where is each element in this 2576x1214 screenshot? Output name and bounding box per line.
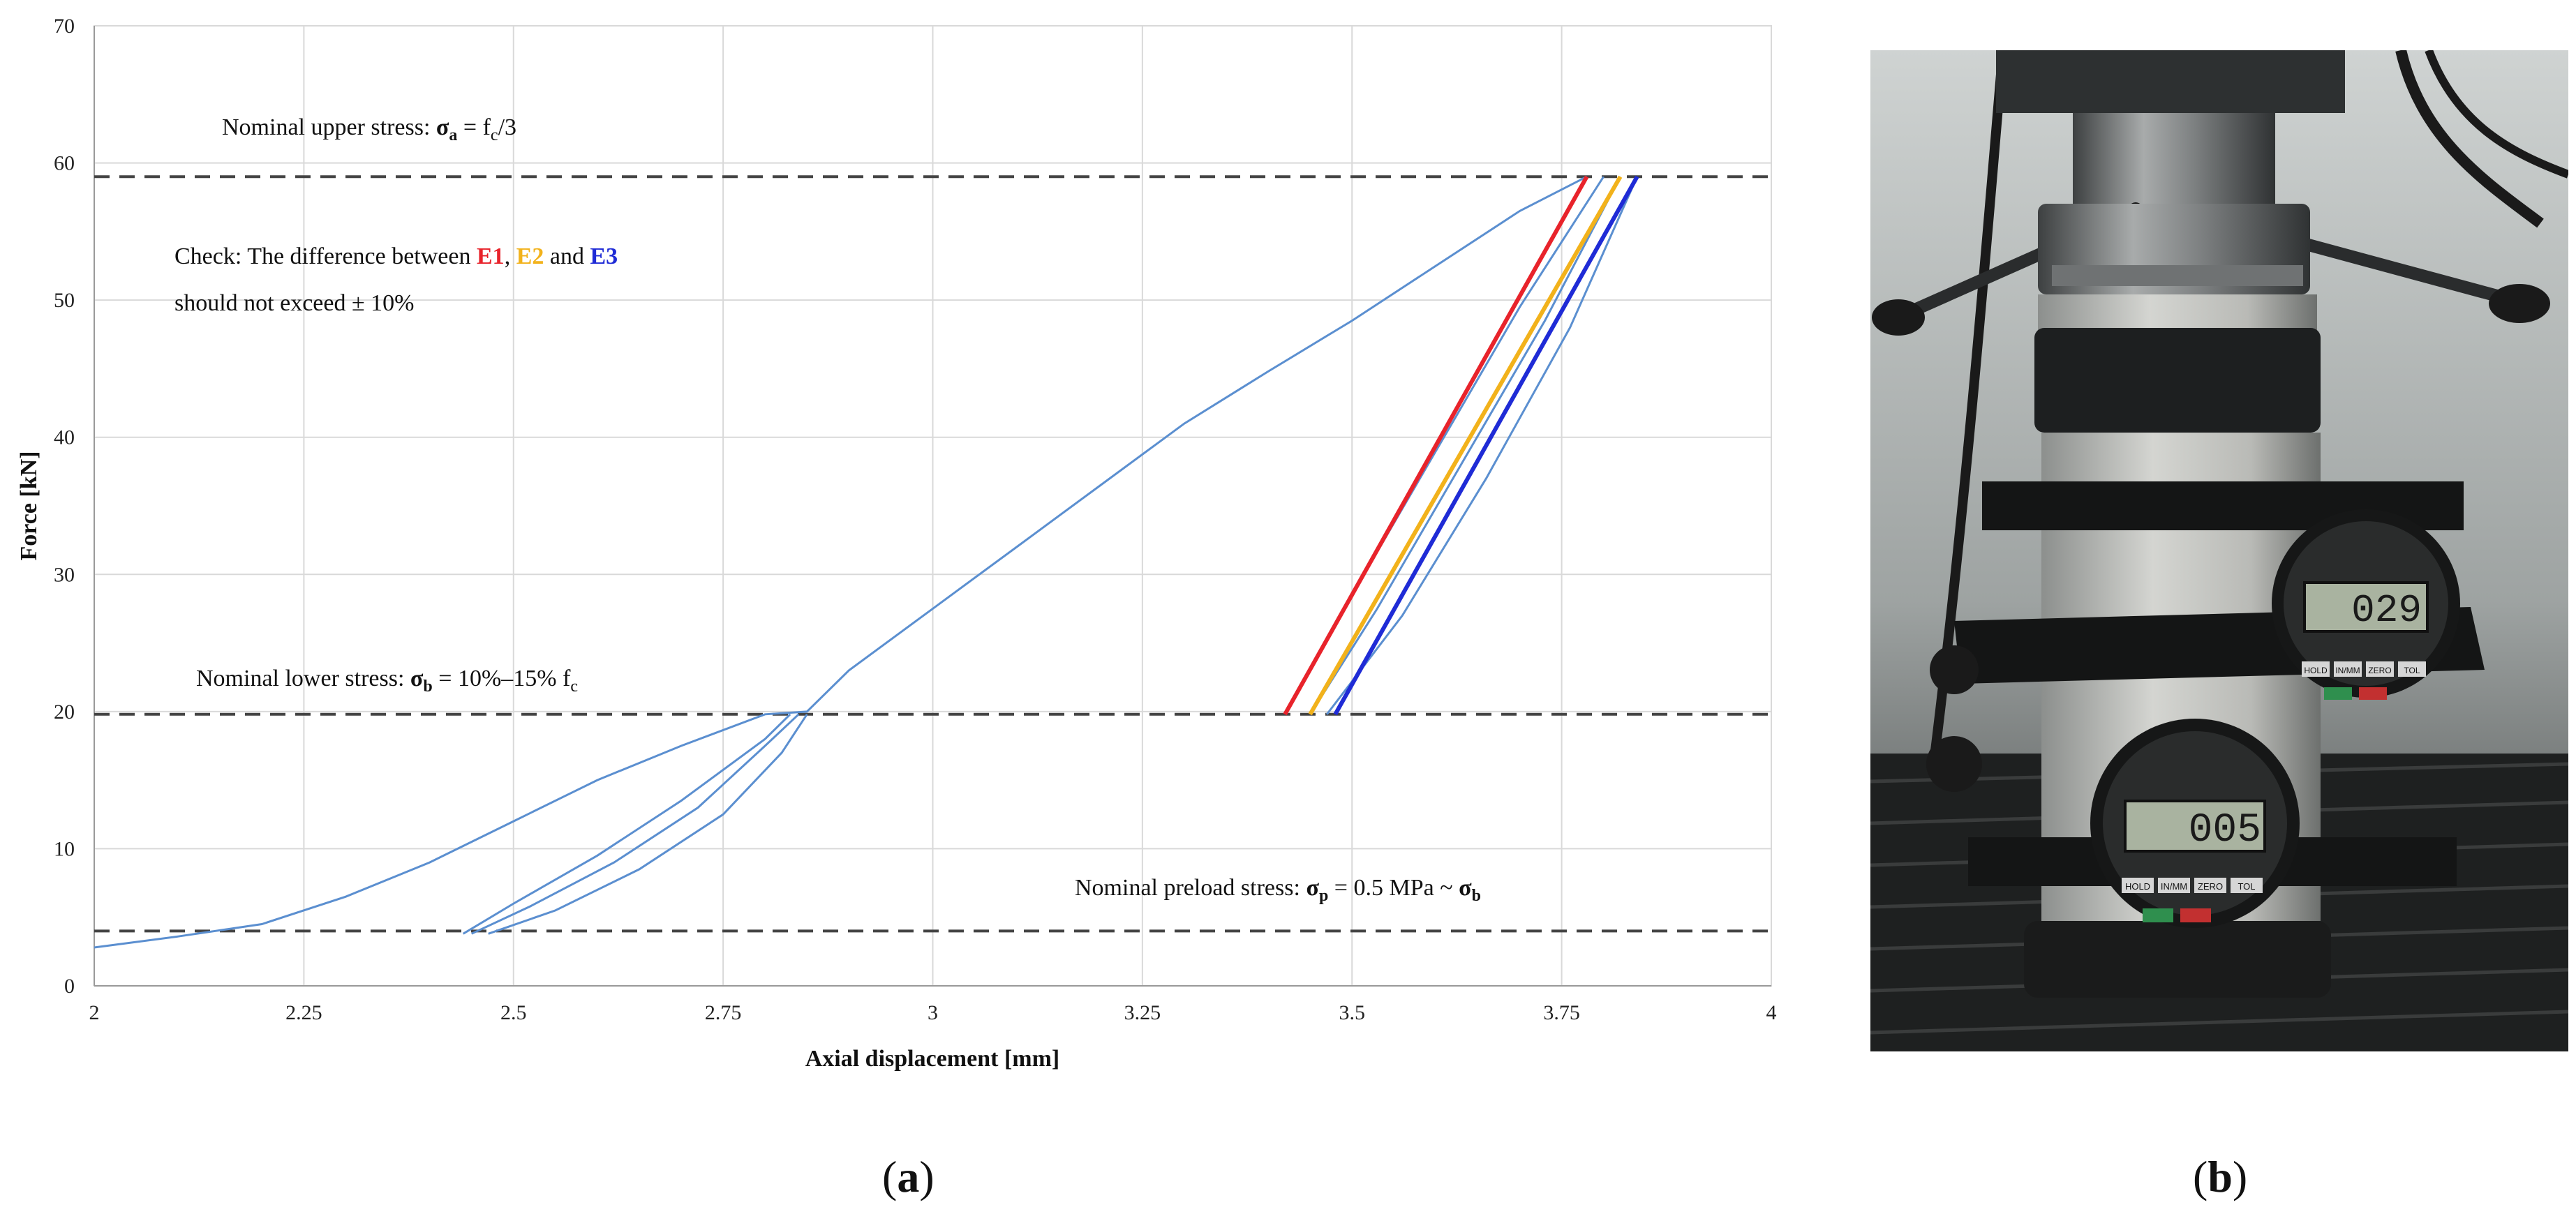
series-line-measured [1326, 176, 1639, 715]
cable [2395, 50, 2544, 228]
legend-e1: E1 [477, 243, 505, 269]
press-head [2073, 113, 2275, 204]
dial-gauge-bottom: 005 HOLD IN/MM ZERO TOL [2090, 719, 2300, 928]
gauge-button-label: TOL [2404, 666, 2420, 675]
series-line-e3 [1333, 175, 1639, 716]
annotation-lower-stress: Nominal lower stress: σb = 10%–15% fc [196, 666, 578, 696]
gauge-button [2366, 661, 2394, 677]
x-tick-label: 2 [89, 1001, 100, 1024]
gauge-button [2302, 661, 2330, 677]
y-tick-label: 60 [54, 152, 75, 175]
y-tick-label: 20 [54, 700, 75, 724]
series-line-measured [471, 713, 800, 935]
x-tick-label: 2.5 [500, 1001, 527, 1024]
press-base [2024, 921, 2331, 998]
gauge-button [2231, 878, 2263, 893]
series-line-measured [462, 713, 791, 935]
gauge-button [2398, 661, 2426, 677]
press-top [1996, 50, 2345, 113]
dial-gauge-top: 029 HOLD IN/MM ZERO TOL [2272, 509, 2460, 700]
gauge-button-label: HOLD [2125, 881, 2150, 892]
x-tick-label: 4 [1766, 1001, 1777, 1024]
x-tick-label: 3 [928, 1001, 938, 1024]
x-tick-label: 2.75 [705, 1001, 742, 1024]
series-layer [94, 175, 1639, 949]
y-tick-labels: 0 10 20 30 40 50 60 70 [54, 15, 75, 998]
gauge-button-label: IN/MM [2161, 881, 2187, 892]
x-tick-label: 3.5 [1339, 1001, 1366, 1024]
x-tick-label: 3.75 [1543, 1001, 1580, 1024]
caption-b: (b) [2193, 1152, 2247, 1201]
y-axis-title: Force [kN] [16, 451, 42, 560]
chart-plot-area: 2 2.25 2.5 2.75 3 3.25 3.5 3.75 4 0 10 20 30 40 50 60 7… [54, 15, 1777, 1024]
annotation-check-line1: Check: The difference between E1, E2 and… [174, 243, 618, 269]
gauge-button-label: TOL [2238, 881, 2255, 892]
gauge-button-label: IN/MM [2335, 666, 2360, 675]
gauge-button [2194, 878, 2226, 893]
gauge-top-reading: 029 [2351, 588, 2422, 633]
x-axis-title: Axial displacement [mm] [805, 1046, 1060, 1072]
gauge-button-label: ZERO [2198, 881, 2223, 892]
y-tick-label: 10 [54, 837, 75, 860]
y-tick-label: 0 [64, 975, 75, 998]
gauge-button-label: HOLD [2304, 666, 2328, 675]
annotation-check-line2: should not exceed ± 10% [174, 290, 414, 316]
series-line-e1 [1283, 175, 1589, 716]
caption-a: (a) [882, 1152, 935, 1201]
annotation-preload-stress: Nominal preload stress: σp = 0.5 MPa ~ σ… [1075, 875, 1481, 905]
x-tick-labels: 2 2.25 2.5 2.75 3 3.25 3.5 3.75 4 [89, 1001, 1777, 1024]
gauge-button [2122, 878, 2154, 893]
gauge-bottom-reading: 005 [2189, 808, 2261, 853]
reference-lines [94, 175, 1771, 933]
series-line-measured [94, 175, 1588, 949]
series-line-e2 [1308, 175, 1623, 716]
y-tick-label: 40 [54, 426, 75, 449]
series-line-measured [488, 713, 808, 935]
annotation-upper-stress: Nominal upper stress: σa = fc/3 [222, 114, 516, 144]
series-line-measured [1283, 176, 1605, 715]
gauge-button [2334, 661, 2362, 677]
legend-e2: E2 [516, 243, 544, 269]
x-tick-label: 2.25 [285, 1001, 322, 1024]
y-tick-label: 70 [54, 15, 75, 38]
y-tick-label: 50 [54, 289, 75, 312]
chart-gridlines [94, 25, 1772, 987]
y-tick-label: 30 [54, 563, 75, 586]
photo-compression-test: 029 HOLD IN/MM ZERO TOL 005 HOLD IN/MM ZERO TO… [1870, 50, 2568, 1051]
series-line-measured [1309, 176, 1622, 715]
gauge-button [2158, 878, 2190, 893]
gauge-button-label: ZERO [2368, 666, 2391, 675]
x-tick-label: 3.25 [1124, 1001, 1161, 1024]
legend-e3: E3 [590, 243, 618, 269]
